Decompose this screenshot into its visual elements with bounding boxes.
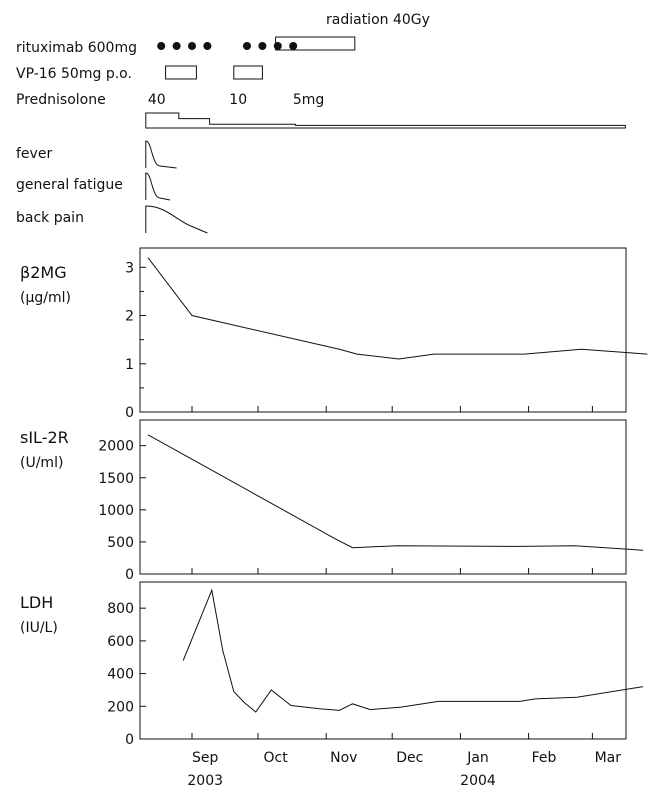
rituximab-dose-dot-1 xyxy=(157,42,166,50)
b2mg-title: β2MG xyxy=(20,263,67,282)
x-year-label-2004: 2004 xyxy=(460,773,496,789)
lab-charts: 0 1 2 3 0 500 1000 1500 2000 0 200 400 600 800 xyxy=(98,247,648,748)
radiation-label: radiation 40Gy xyxy=(326,12,430,28)
rituximab-dose-dot-3 xyxy=(188,42,196,50)
prednisolone-dose-label-2: 10 xyxy=(229,92,247,108)
symptom-curve-3 xyxy=(145,205,208,234)
y-tick-label-1-2: 1 xyxy=(125,357,134,373)
series-line-2 xyxy=(147,434,644,551)
series-line-1 xyxy=(147,257,648,360)
ldh-unit: (IU/L) xyxy=(20,620,58,636)
prednisolone-label: Prednisolone xyxy=(16,92,106,108)
radiation-bar xyxy=(275,36,356,51)
symptom-curve-1 xyxy=(145,140,177,169)
y-tick-label-1-1: 0 xyxy=(125,405,134,421)
y-tick-label-2-4: 1500 xyxy=(98,471,134,487)
x-month-label-mar: Mar xyxy=(595,750,622,766)
rituximab-dose-dot-4 xyxy=(203,42,212,50)
vp16-course-2 xyxy=(233,65,263,80)
prednisolone-dose-label-1: 40 xyxy=(148,92,166,108)
x-year-label-2003: 2003 xyxy=(187,773,223,789)
x-month-label-nov: Nov xyxy=(330,750,357,766)
b2mg-unit: (μg/ml) xyxy=(20,290,71,306)
chart-frame-3 xyxy=(139,581,627,740)
x-month-label-feb: Feb xyxy=(532,750,557,766)
rituximab-dose-dot-7 xyxy=(273,42,282,50)
symptom-curve-2 xyxy=(145,172,171,201)
symptom-label-back-pain: back pain xyxy=(16,210,84,226)
rituximab-dose-dot-8 xyxy=(289,42,298,50)
vp16-label: VP-16 50mg p.o. xyxy=(16,66,132,82)
x-month-label-jan: Jan xyxy=(466,750,489,766)
x-month-label-sep: Sep xyxy=(192,750,219,766)
y-tick-label-3-4: 600 xyxy=(107,634,134,650)
y-tick-label-3-1: 0 xyxy=(125,732,134,748)
y-tick-label-2-3: 1000 xyxy=(98,503,134,519)
prednisolone-taper xyxy=(145,112,626,129)
y-tick-label-1-4: 3 xyxy=(125,260,134,276)
x-month-label-dec: Dec xyxy=(396,750,423,766)
y-tick-label-2-1: 0 xyxy=(125,567,134,583)
rituximab-dose-dot-2 xyxy=(172,42,181,50)
chart-frame-1 xyxy=(139,247,627,413)
y-tick-label-2-2: 500 xyxy=(107,535,134,551)
y-tick-label-1-3: 2 xyxy=(125,309,134,325)
series-line-3 xyxy=(182,588,644,713)
treatment-marks: 40 10 5mg xyxy=(145,36,626,129)
sil2r-title: sIL-2R xyxy=(20,428,69,447)
prednisolone-dose-label-3: 5mg xyxy=(293,92,324,108)
symptom-curves xyxy=(145,140,208,234)
y-tick-label-2-5: 2000 xyxy=(98,439,134,455)
rituximab-dose-dot-5 xyxy=(243,42,251,50)
y-tick-label-3-3: 400 xyxy=(107,667,134,683)
chart-frame-2 xyxy=(139,419,627,575)
vp16-course-1 xyxy=(165,65,197,80)
y-tick-label-3-5: 800 xyxy=(107,601,134,617)
sil2r-unit: (U/ml) xyxy=(20,455,63,471)
rituximab-dose-dot-6 xyxy=(258,42,267,50)
x-axis: Sep Oct Nov Dec Jan Feb Mar 2003 2004 xyxy=(187,750,621,789)
ldh-title: LDH xyxy=(20,593,53,612)
x-month-label-oct: Oct xyxy=(263,750,288,766)
y-tick-label-3-2: 200 xyxy=(107,699,134,715)
symptom-label-general-fatigue: general fatigue xyxy=(16,177,123,193)
symptom-label-fever: fever xyxy=(16,146,52,162)
rituximab-label: rituximab 600mg xyxy=(16,40,137,56)
